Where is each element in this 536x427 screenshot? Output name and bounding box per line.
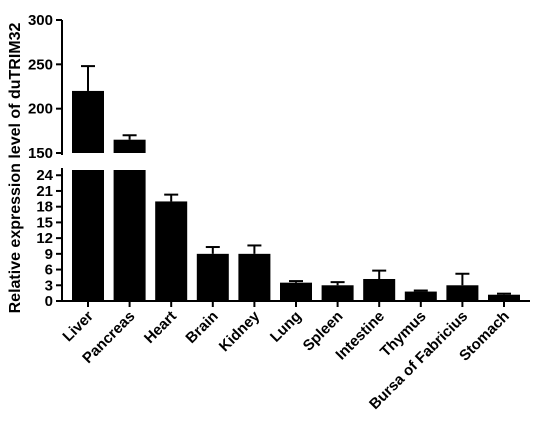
y-tick-label: 15 — [36, 214, 53, 231]
y-axis-title: Relative expression level of duTRIM32 — [7, 23, 24, 314]
x-tick-label: Liver — [59, 308, 96, 345]
bar — [280, 282, 312, 301]
y-tick-label: 3 — [45, 277, 53, 294]
bar — [113, 139, 146, 153]
y-tick-label: 6 — [45, 262, 53, 279]
y-tick-label: 24 — [36, 167, 53, 184]
bar — [196, 253, 229, 301]
bars — [72, 65, 520, 301]
bar — [488, 294, 520, 301]
bar — [404, 291, 437, 301]
y-tick-label: 18 — [36, 199, 53, 216]
y-tick-label: 250 — [28, 56, 53, 73]
y-tick-label: 21 — [36, 183, 53, 200]
bar — [155, 201, 188, 301]
bar — [363, 278, 396, 301]
bar — [113, 170, 146, 301]
bar — [72, 170, 104, 301]
bar — [238, 253, 271, 301]
bar — [72, 90, 104, 153]
bar — [321, 285, 354, 301]
x-tick-label: Kidney — [216, 307, 264, 355]
x-tick-label: Heart — [141, 308, 180, 347]
y-tick-label: 300 — [28, 12, 53, 29]
y-tick-label: 200 — [28, 101, 53, 118]
y-tick-label: 0 — [45, 293, 53, 310]
x-tick-label: Brain — [182, 308, 221, 347]
x-tick-label: Lung — [267, 308, 305, 346]
y-tick-label: 12 — [36, 230, 53, 247]
bar — [446, 285, 479, 301]
y-tick-label: 9 — [45, 246, 53, 263]
y-tick-label: 150 — [28, 145, 53, 162]
